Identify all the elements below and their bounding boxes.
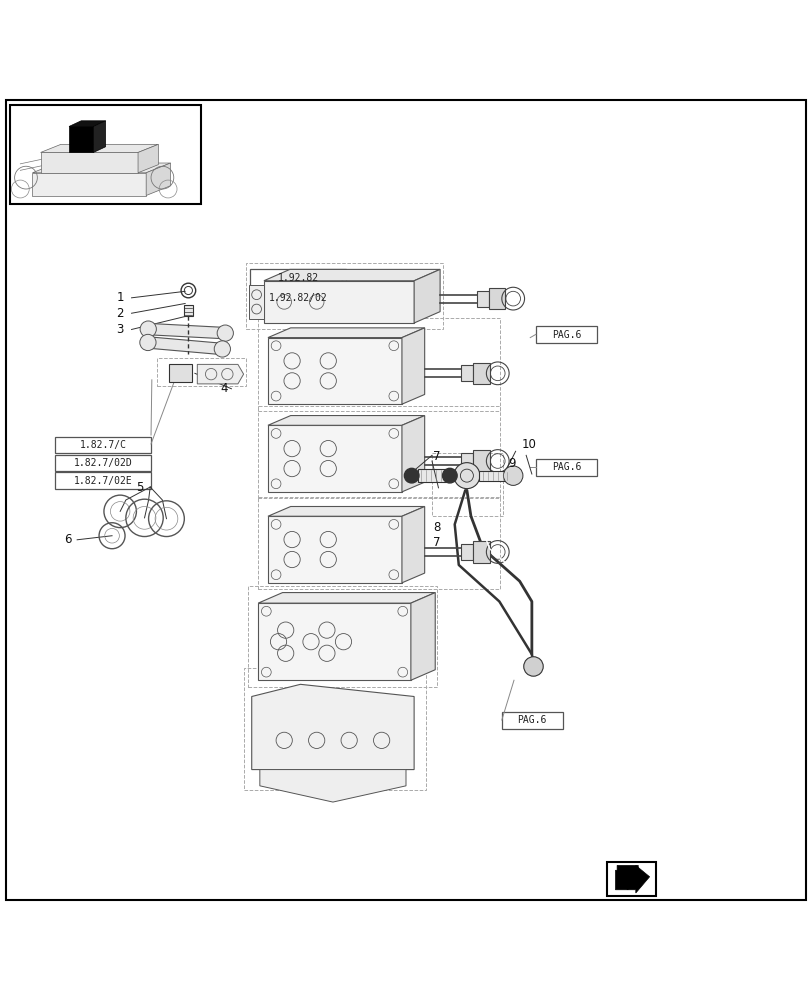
Polygon shape [268,416,424,425]
Circle shape [404,468,418,483]
Polygon shape [461,365,473,381]
FancyBboxPatch shape [55,455,151,471]
Polygon shape [401,506,424,583]
Polygon shape [138,144,158,173]
Text: 10: 10 [521,438,535,451]
Circle shape [140,321,157,337]
FancyBboxPatch shape [250,269,345,287]
Circle shape [442,468,457,483]
Text: 3: 3 [116,323,124,336]
Polygon shape [32,163,170,173]
Polygon shape [41,152,138,173]
Polygon shape [473,541,489,563]
Text: PAG.6: PAG.6 [551,462,581,472]
FancyBboxPatch shape [607,862,655,896]
Text: 7: 7 [432,536,440,549]
FancyBboxPatch shape [418,469,448,482]
Polygon shape [268,516,401,583]
Text: PAG.6: PAG.6 [517,715,547,725]
Polygon shape [473,363,489,384]
Text: 1.82.7/02E: 1.82.7/02E [74,476,132,486]
FancyBboxPatch shape [169,364,191,382]
Circle shape [503,466,522,485]
Text: 9: 9 [507,457,515,470]
Circle shape [139,334,156,351]
Polygon shape [410,593,435,680]
Polygon shape [260,770,406,802]
FancyBboxPatch shape [250,289,345,307]
Polygon shape [249,285,264,319]
Text: 5: 5 [135,481,144,494]
Circle shape [523,657,543,676]
Polygon shape [69,121,105,126]
Polygon shape [401,416,424,492]
Circle shape [453,463,479,489]
Text: 8: 8 [432,521,440,534]
FancyBboxPatch shape [55,472,151,489]
Polygon shape [32,173,146,196]
Text: 4: 4 [220,382,228,395]
FancyBboxPatch shape [55,437,151,453]
Text: 1.92.82: 1.92.82 [277,273,318,283]
Circle shape [217,325,233,341]
FancyBboxPatch shape [478,471,509,481]
Polygon shape [476,291,488,307]
Polygon shape [414,269,440,323]
Polygon shape [268,338,401,404]
Polygon shape [251,684,414,770]
Polygon shape [264,269,440,281]
Text: 6: 6 [63,533,71,546]
FancyBboxPatch shape [535,326,596,343]
Polygon shape [616,865,637,890]
FancyBboxPatch shape [10,105,200,204]
Polygon shape [473,450,489,472]
Text: 1.82.7/C: 1.82.7/C [79,440,127,450]
Text: 7: 7 [432,450,440,463]
Polygon shape [148,323,225,339]
Polygon shape [461,544,473,560]
Polygon shape [615,865,649,893]
FancyBboxPatch shape [501,712,562,729]
Polygon shape [268,328,424,338]
Text: 1: 1 [116,291,124,304]
Polygon shape [258,603,410,680]
Polygon shape [69,126,93,152]
Polygon shape [41,144,158,152]
Circle shape [214,341,230,357]
Polygon shape [461,453,473,469]
FancyBboxPatch shape [6,100,805,900]
Polygon shape [146,163,170,196]
Polygon shape [268,506,424,516]
FancyBboxPatch shape [183,305,193,316]
Text: PAG.6: PAG.6 [551,330,581,340]
Text: 1.92.82/02: 1.92.82/02 [268,293,327,303]
Polygon shape [264,281,414,323]
Polygon shape [268,425,401,492]
Polygon shape [488,288,504,309]
FancyBboxPatch shape [535,459,596,476]
Polygon shape [148,337,222,355]
Polygon shape [197,364,243,384]
Polygon shape [258,593,435,603]
Polygon shape [93,121,105,152]
Polygon shape [401,328,424,404]
Text: 2: 2 [116,307,124,320]
Text: 1.82.7/02D: 1.82.7/02D [74,458,132,468]
